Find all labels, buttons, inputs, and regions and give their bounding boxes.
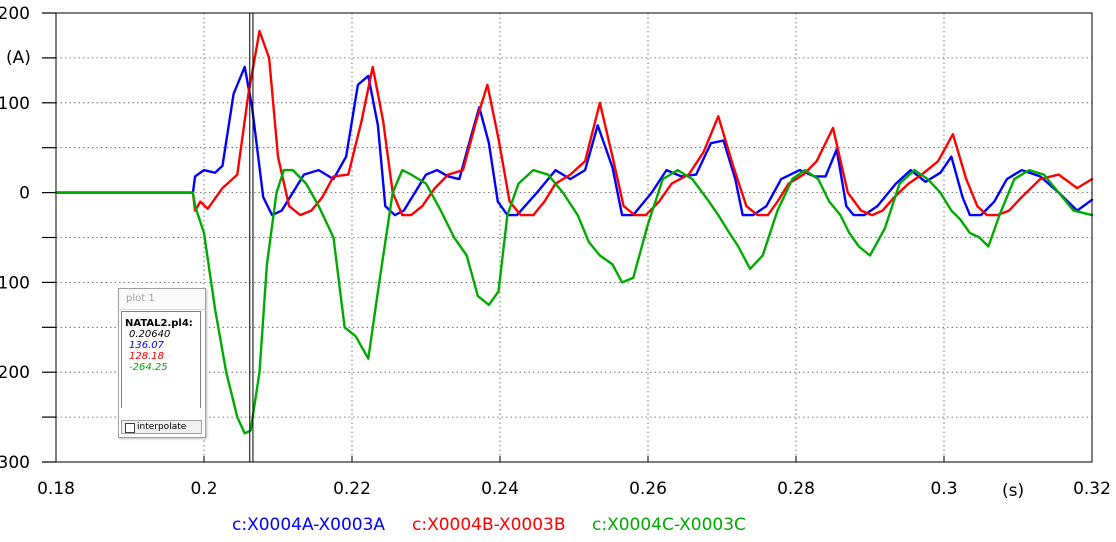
- time-cursor[interactable]: [249, 13, 254, 462]
- readout-phase-b-value: 128.18: [129, 351, 164, 362]
- grid: [56, 13, 1092, 462]
- cursor-readout-window[interactable]: plot 1 NATAL2.pl4: 0.20640 136.07 128.18…: [118, 288, 206, 438]
- y-axis-unit-label: (A): [6, 48, 31, 68]
- x-tick-label: 0.18: [37, 479, 75, 499]
- series-lines: [54, 29, 1094, 435]
- legend: c:X0004A-X0003A c:X0004B-X0003B c:X0004C-X…: [232, 515, 746, 535]
- readout-file-name: NATAL2.pl4:: [125, 318, 193, 329]
- legend-entry-c: c:X0004C-X0003C: [592, 515, 746, 535]
- x-axis-unit-label: (s): [1002, 481, 1024, 501]
- readout-phase-a-value: 136.07: [129, 340, 164, 351]
- y-tick-label: 0: [19, 184, 30, 204]
- readout-title[interactable]: plot 1: [119, 289, 205, 310]
- x-tick-label: 0.28: [777, 479, 815, 499]
- x-tick-label: 0.2: [190, 479, 217, 499]
- y-tick-label: 200: [0, 4, 30, 24]
- x-tick-label: 0.26: [629, 479, 667, 499]
- readout-phase-c-value: -264.25: [129, 362, 168, 373]
- x-tick-label: 0.32: [1073, 479, 1111, 499]
- series-line-c: [54, 168, 1094, 435]
- x-tick-label: 0.24: [481, 479, 519, 499]
- legend-entry-b: c:X0004B-X0003B: [412, 515, 566, 535]
- y-tick-label: 100: [0, 94, 30, 114]
- y-tick-label: -300: [0, 453, 30, 473]
- x-tick-label: 0.22: [333, 479, 371, 499]
- axis-ticks: 0.18 0.2 0.22 0.24 0.26 0.28 0.3 0.32 200 100 0 -10…: [0, 4, 1111, 499]
- y-tick-label: -200: [0, 363, 30, 383]
- interpolate-option: interpolate: [121, 420, 202, 434]
- legend-entry-a: c:X0004A-X0003A: [232, 515, 385, 535]
- x-tick-label: 0.3: [930, 479, 957, 499]
- series-line-b: [54, 29, 1094, 217]
- readout-time-value: 0.20640: [129, 329, 171, 340]
- y-tick-label: -100: [0, 273, 30, 293]
- interpolate-checkbox[interactable]: [125, 423, 135, 433]
- readout-values-panel: NATAL2.pl4: 0.20640 136.07 128.18 -264.2…: [121, 311, 201, 408]
- interpolate-label[interactable]: interpolate: [137, 422, 187, 432]
